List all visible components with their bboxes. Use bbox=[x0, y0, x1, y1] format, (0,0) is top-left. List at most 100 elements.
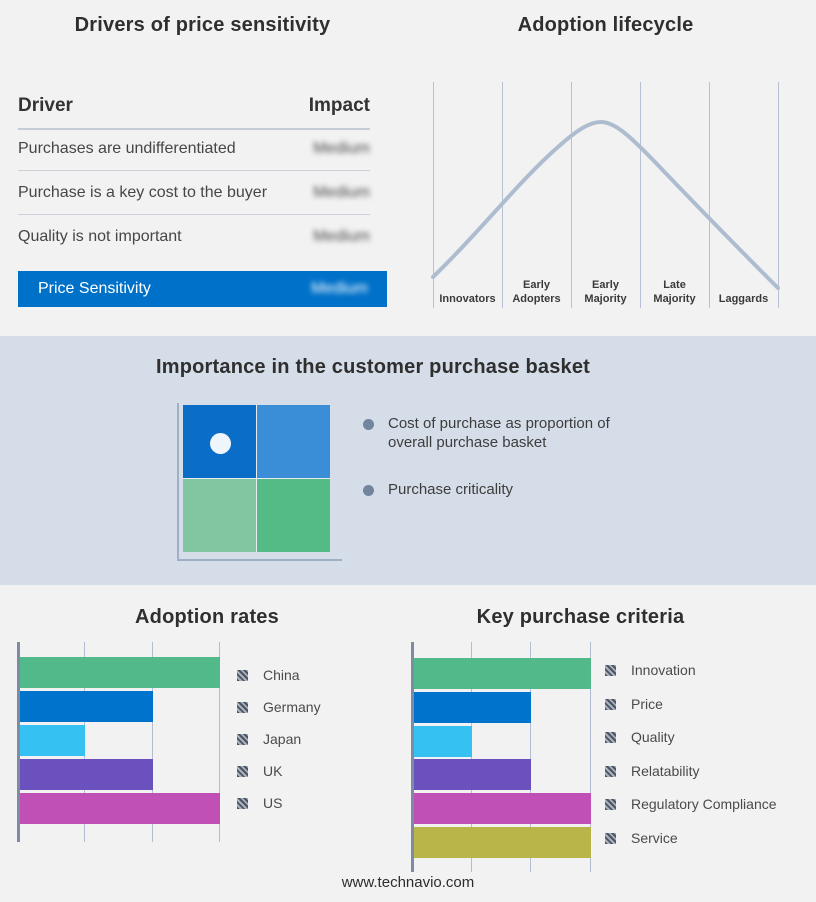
drivers-panel-title: Drivers of price sensitivity bbox=[74, 14, 331, 36]
stage-label-line: Innovators bbox=[439, 293, 496, 305]
lifecycle-panel-title: Adoption lifecycle bbox=[517, 14, 694, 36]
chart-y-axis bbox=[17, 642, 20, 842]
redacted-swatch-icon bbox=[237, 797, 248, 809]
table-row: Quality is not important Medium bbox=[18, 215, 370, 258]
table-row: Purchase is a key cost to the buyer Mediu… bbox=[18, 171, 370, 215]
impact-cell: Medium bbox=[313, 139, 370, 157]
bar-service bbox=[414, 827, 591, 858]
bullet-item: Cost of purchase as proportion of overal… bbox=[363, 414, 643, 452]
stage-label-line: Majority bbox=[584, 293, 627, 305]
lifecycle-gridline bbox=[640, 82, 641, 308]
impact-cell: Medium bbox=[313, 183, 370, 201]
stage-label-line: Majority bbox=[653, 293, 696, 305]
quadrant-top-right bbox=[257, 405, 330, 478]
redacted-swatch-icon bbox=[237, 765, 248, 777]
redacted-swatch-icon bbox=[605, 698, 616, 710]
impact-cell: Medium bbox=[313, 227, 370, 245]
driver-cell: Purchase is a key cost to the buyer bbox=[18, 183, 268, 201]
redacted-swatch-icon bbox=[605, 731, 616, 743]
legend-item-japan: Japan bbox=[237, 728, 301, 750]
legend-label: Regulatory Compliance bbox=[631, 796, 777, 812]
bar-price bbox=[414, 692, 531, 723]
drivers-table-body: Purchases are undifferentiated Medium Purc… bbox=[18, 127, 370, 258]
chart-gridline bbox=[152, 642, 153, 842]
bullet-text: Purchase criticality bbox=[388, 481, 514, 498]
legend-label: Germany bbox=[263, 699, 321, 715]
lifecycle-gridline bbox=[571, 82, 572, 308]
bullet-item: Purchase criticality bbox=[363, 480, 643, 499]
legend-label: Relatability bbox=[631, 763, 700, 779]
lifecycle-curve-path bbox=[431, 119, 780, 290]
impact-column-header: Impact bbox=[308, 95, 370, 116]
redacted-swatch-icon bbox=[605, 765, 616, 777]
legend-label: Quality bbox=[631, 729, 675, 745]
driver-cell: Purchases are undifferentiated bbox=[18, 139, 236, 157]
drivers-table-header: Driver Impact bbox=[18, 95, 370, 130]
stage-label-line: Late bbox=[663, 279, 686, 291]
stage-label-majority: Early Majority bbox=[571, 278, 640, 306]
bar-innovation bbox=[414, 658, 591, 689]
chart-y-axis bbox=[411, 642, 414, 872]
bullet-dot-icon bbox=[363, 485, 374, 496]
legend-item-china: China bbox=[237, 664, 300, 686]
stage-label-majority: Late Majority bbox=[640, 278, 709, 306]
stage-label-line: Adopters bbox=[512, 293, 561, 305]
bar-relatability bbox=[414, 759, 531, 790]
stage-label-line: Laggards bbox=[718, 293, 769, 305]
legend-item-relatability: Relatability bbox=[605, 760, 699, 782]
legend-label: UK bbox=[263, 763, 283, 779]
bullet-dot-icon bbox=[363, 419, 374, 430]
price-sensitivity-row: Price Sensitivity Medium bbox=[18, 271, 387, 307]
lifecycle-gridline bbox=[502, 82, 503, 308]
stage-label-line: Early bbox=[592, 279, 619, 291]
bar-germany bbox=[20, 691, 153, 722]
purchase-basket-matrix bbox=[183, 405, 330, 552]
stage-label-innovators: Innovators bbox=[433, 278, 502, 306]
stage-label-line: Early bbox=[523, 279, 550, 291]
redacted-swatch-icon bbox=[605, 664, 616, 676]
basket-bullet-list: Cost of purchase as proportion of overal… bbox=[363, 414, 643, 527]
bar-uk bbox=[20, 759, 153, 790]
adoption-rates-plot bbox=[17, 642, 220, 842]
redacted-swatch-icon bbox=[237, 701, 248, 713]
adoption-rates-title: Adoption rates bbox=[135, 606, 279, 628]
legend-label: US bbox=[263, 795, 283, 811]
lifecycle-gridline bbox=[433, 82, 434, 308]
legend-label: China bbox=[263, 667, 300, 683]
redacted-swatch-icon bbox=[237, 669, 248, 681]
lifecycle-chart: Innovators Early Adopters Early Majority Late… bbox=[431, 82, 780, 308]
chart-gridline bbox=[590, 642, 591, 872]
legend-label: Price bbox=[631, 696, 663, 712]
redacted-swatch-icon bbox=[237, 733, 248, 745]
legend-item-innovation: Innovation bbox=[605, 659, 696, 681]
stage-label-line bbox=[709, 278, 778, 292]
legend-item-uk: UK bbox=[237, 760, 282, 782]
stage-label-adopters: Early Adopters bbox=[502, 278, 571, 306]
chart-gridline bbox=[471, 642, 472, 872]
stage-label-line bbox=[433, 278, 502, 292]
legend-label: Japan bbox=[263, 731, 302, 747]
driver-cell: Quality is not important bbox=[18, 227, 182, 245]
legend-item-service: Service bbox=[605, 827, 678, 849]
quadrant-bottom-right bbox=[257, 479, 330, 552]
legend-item-regulatory-compliance: Regulatory Compliance bbox=[605, 793, 777, 815]
quadrant-bottom-left bbox=[183, 479, 256, 552]
legend-item-price: Price bbox=[605, 693, 663, 715]
lifecycle-curve bbox=[431, 119, 780, 290]
legend-label: Service bbox=[631, 830, 678, 846]
bar-japan bbox=[20, 725, 85, 756]
price-sensitivity-label: Price Sensitivity bbox=[38, 280, 151, 297]
chart-gridline bbox=[530, 642, 531, 872]
legend-item-germany: Germany bbox=[237, 696, 321, 718]
bar-quality bbox=[414, 726, 472, 757]
stage-label-laggards: Laggards bbox=[709, 278, 778, 306]
chart-gridline bbox=[219, 642, 220, 842]
lifecycle-gridline bbox=[709, 82, 710, 308]
legend-item-quality: Quality bbox=[605, 726, 675, 748]
driver-column-header: Driver bbox=[18, 95, 73, 116]
bullet-text: Cost of purchase as proportion of overal… bbox=[388, 415, 610, 451]
bottom-section: Adoption rates Key purchase criteria Chi… bbox=[0, 585, 816, 902]
bar-china bbox=[20, 657, 220, 688]
key-purchase-criteria-title: Key purchase criteria bbox=[476, 606, 685, 628]
